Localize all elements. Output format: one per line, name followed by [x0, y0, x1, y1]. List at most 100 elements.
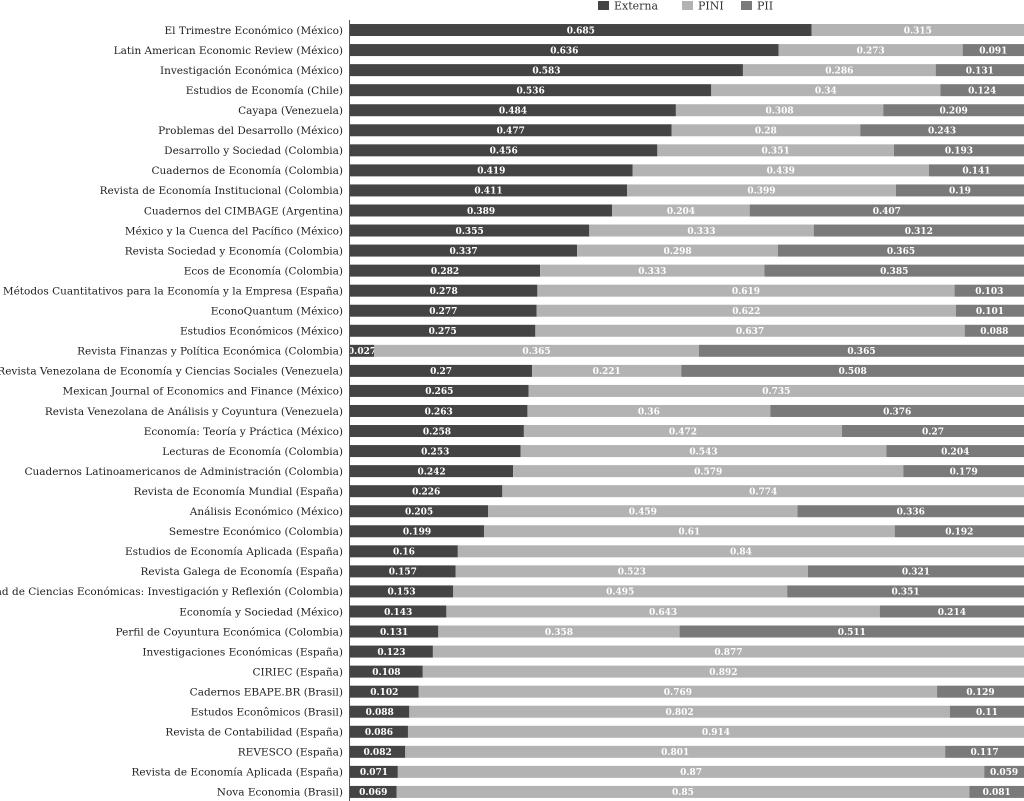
bar-segment-externa [350, 625, 439, 638]
bar-segment-externa [350, 84, 712, 97]
category-label: Revista Finanzas y Política Económica (C… [77, 346, 343, 358]
bar-row: 0.108 0.892 [350, 665, 1024, 678]
data-label: 0.685 [567, 26, 595, 36]
bar-segment-pii [949, 705, 1024, 718]
category-label: Revista de Contabilidad (España) [165, 727, 343, 739]
bar-row: 0.536 0.34 0.124 [350, 84, 1024, 96]
data-label: 0.124 [968, 86, 996, 96]
bar-row: 0.205 0.459 0.336 [350, 505, 1024, 518]
data-label: 0.84 [730, 548, 752, 558]
data-label: 0.282 [431, 267, 459, 277]
bar-segment-pii [807, 565, 1024, 578]
bar-segment-pini [612, 204, 750, 217]
bar-row: 0.131 0.358 0.511 [350, 625, 1024, 638]
bar-segment-pii [699, 344, 1024, 357]
bar-segment-externa [350, 445, 521, 458]
bar-row: 0.265 0.735 [350, 384, 1024, 397]
bar-row: 0.263 0.36 0.376 [350, 404, 1024, 417]
bar-row: 0.282 0.333 0.385 [350, 264, 1024, 277]
data-label: 0.101 [976, 307, 1004, 317]
data-label: 0.407 [873, 207, 901, 217]
data-label: 0.337 [449, 247, 477, 257]
data-label: 0.11 [976, 708, 998, 718]
bar-segment-pini [589, 224, 814, 237]
bar-row: 0.088 0.802 0.11 [350, 705, 1024, 718]
data-label: 0.265 [425, 387, 453, 397]
category-label: Revista de Economía Mundial (España) [134, 486, 343, 498]
data-label: 0.643 [649, 608, 677, 618]
category-label: Revista de Economía Aplicada (España) [132, 767, 343, 779]
category-label: Estudios de Economía Aplicada (España) [125, 546, 343, 558]
data-label: 0.85 [672, 788, 694, 798]
data-label: 0.209 [940, 107, 968, 117]
category-label: Investigación Económica (México) [160, 65, 343, 77]
bar-row: 0.082 0.801 0.117 [350, 745, 1024, 758]
bar-segment-externa [350, 545, 458, 558]
category-label: Cadernos EBAPE.BR (Brasil) [190, 686, 343, 698]
bar-segment-externa [350, 404, 528, 417]
bar-row: 0.199 0.61 0.192 [350, 525, 1024, 538]
category-label: Semestre Económico (Colombia) [169, 526, 343, 538]
data-label: 0.579 [694, 467, 722, 477]
bar-row: 0.069 0.85 0.081 [350, 785, 1024, 798]
category-label: Estudios de Economía (Chile) [186, 85, 343, 97]
bar-segment-externa [350, 465, 514, 478]
bar-segment-pii [940, 84, 1024, 97]
data-label: 0.117 [970, 748, 998, 758]
bar-segment-externa [350, 164, 633, 177]
bars-area: 0.685 0.315 0.636 0.273 0.091 0.583 0.286 0.131… [348, 24, 1024, 798]
legend-label-pini: PINI [698, 0, 724, 13]
data-label: 0.735 [762, 387, 790, 397]
bar-segment-pii [860, 124, 1024, 137]
bar-segment-externa [350, 24, 812, 37]
data-label: 0.365 [522, 347, 550, 357]
bar-segment-pini [536, 304, 956, 317]
data-label: 0.802 [665, 708, 693, 718]
data-label: 0.459 [629, 508, 657, 518]
bar-segment-pini [422, 665, 1024, 678]
data-label: 0.27 [430, 367, 452, 377]
category-label: Latin American Economic Review (México) [114, 45, 343, 57]
bar-row: 0.275 0.637 0.088 [350, 324, 1024, 337]
bar-segment-pini [432, 645, 1024, 658]
bar-segment-externa [350, 144, 658, 157]
data-label: 0.914 [702, 728, 730, 738]
bar-segment-externa [350, 585, 454, 598]
data-label: 0.204 [941, 447, 969, 457]
category-label: Métodos Cuantitativos para la Economía y… [3, 285, 343, 297]
category-label: Cuadernos Latinoamericanos de Administra… [24, 466, 343, 478]
bar-row: 0.153 0.495 0.351 [350, 585, 1024, 598]
data-label: 0.263 [425, 407, 453, 417]
data-label: 0.351 [891, 588, 919, 598]
bar-segment-pini [711, 84, 941, 97]
bar-segment-externa [350, 705, 410, 718]
data-label: 0.286 [825, 66, 853, 76]
bar-segment-pii [964, 324, 1024, 337]
bar-row: 0.253 0.543 0.204 [350, 445, 1024, 457]
bar-row: 0.355 0.333 0.312 [350, 224, 1024, 237]
bar-segment-pini [453, 585, 788, 598]
data-label: 0.636 [550, 46, 578, 56]
data-label: 0.214 [938, 608, 966, 618]
category-label: Facultad de Ciencias Económicas: Investi… [0, 586, 343, 598]
data-label: 0.19 [949, 187, 971, 197]
data-label: 0.277 [429, 307, 457, 317]
bar-segment-pini [502, 485, 1024, 498]
bar-segment-externa [350, 725, 408, 738]
bar-segment-pii [886, 445, 1024, 458]
category-label: CIRIEC (España) [252, 666, 343, 678]
data-label: 0.27 [922, 427, 944, 437]
data-label: 0.081 [983, 788, 1011, 798]
category-label: Estudos Econômicos (Brasil) [191, 707, 343, 719]
data-label: 0.298 [663, 247, 691, 257]
bar-segment-pini [396, 785, 970, 798]
bar-row: 0.071 0.87 0.059 [350, 765, 1024, 778]
category-label: Mexican Journal of Economics and Finance… [62, 386, 343, 398]
bar-segment-pini [520, 445, 887, 458]
legend-swatch-externa [598, 1, 609, 10]
category-label: Revista Sociedad y Economía (Colombia) [125, 245, 343, 257]
data-label: 0.877 [714, 648, 742, 658]
legend-swatch-pini [682, 1, 693, 10]
category-label: Análisis Económico (México) [189, 506, 343, 518]
